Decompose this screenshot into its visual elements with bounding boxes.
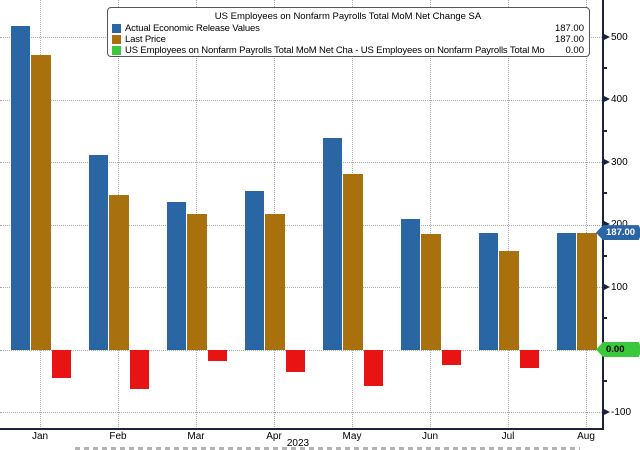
x-tick-label-mar: Mar — [187, 431, 205, 442]
y-tick-label-500: 500 — [611, 31, 628, 43]
last-price-axis-tag: 187.00 — [596, 225, 640, 241]
chart-title: US Employees on Nonfarm Payrolls Total M… — [214, 11, 482, 22]
x-axis-year-label: 2023 — [286, 438, 310, 449]
bar-last-price-aug — [577, 232, 597, 350]
zero-line-axis-tag-label: 0.00 — [606, 344, 625, 355]
bar-revision-diff-mar — [208, 349, 227, 362]
y-tick-label-300: 300 — [611, 156, 628, 168]
legend-swatch-last-price-icon — [112, 35, 121, 44]
legend-row-last-price: Last Price 187.00 — [112, 34, 584, 45]
gridline-y-300 — [0, 162, 602, 163]
x-axis-line — [0, 428, 602, 430]
gridline-y-200 — [0, 224, 602, 226]
last-price-axis-tag-label: 187.00 — [606, 227, 636, 239]
legend-label-last-price: Last Price — [125, 34, 166, 45]
bar-actual-mar — [167, 202, 186, 350]
bar-actual-jun — [401, 218, 420, 350]
x-tick-label-feb: Feb — [109, 431, 127, 442]
x-tick-label-jun: Jun — [421, 431, 439, 442]
legend-label-actual: Actual Economic Release Values — [125, 23, 260, 34]
bar-last-price-jul — [499, 251, 519, 350]
bar-last-price-jun — [421, 233, 441, 350]
x-tick-label-jan: Jan — [31, 431, 49, 442]
y-tick-major-300 — [604, 158, 610, 165]
x-tick-label-aug: Aug — [577, 431, 595, 442]
bar-actual-feb — [89, 155, 108, 350]
bar-revision-diff-jan — [52, 349, 71, 378]
legend-label-revision-diff: US Employees on Nonfarm Payrolls Total M… — [125, 45, 545, 56]
bar-revision-diff-jul — [520, 349, 539, 369]
bar-actual-may — [323, 137, 342, 350]
bar-last-price-may — [343, 173, 363, 350]
y-tick-minor-450 — [602, 67, 607, 70]
y-tick-label-200: 200 — [611, 219, 628, 230]
bar-last-price-mar — [187, 213, 207, 350]
legend-value-revision-diff: 0.00 — [565, 45, 585, 56]
x-tick-label-may: May — [342, 431, 362, 442]
x-tick-label-apr: Apr — [266, 431, 282, 442]
y-axis-line — [602, 0, 604, 430]
legend-value-last-price: 187.00 — [554, 34, 584, 45]
y-tick-minor-350 — [602, 129, 607, 132]
bar-actual-jul — [479, 232, 498, 350]
bar-last-price-apr — [265, 213, 285, 350]
bar-actual-apr — [245, 191, 264, 350]
gridline-y-400 — [0, 99, 602, 101]
y-tick-minor-150 — [602, 254, 607, 257]
gridline-y-100 — [0, 287, 602, 288]
y-tick-label--100: -100 — [611, 406, 632, 418]
bar-actual-aug — [557, 232, 576, 350]
legend: US Employees on Nonfarm Payrolls Total M… — [107, 7, 590, 57]
bar-revision-diff-apr — [286, 349, 305, 372]
bar-revision-diff-jun — [442, 349, 461, 365]
legend-row-revision-diff: US Employees on Nonfarm Payrolls Total M… — [112, 45, 584, 56]
y-tick-major-100 — [604, 283, 610, 290]
legend-swatch-actual-icon — [112, 24, 121, 33]
bar-last-price-feb — [109, 194, 129, 350]
gridline-x-aug — [586, 0, 587, 429]
legend-row-actual: Actual Economic Release Values 187.00 — [112, 23, 584, 34]
y-tick-major-500 — [604, 33, 610, 40]
y-tick-major-400 — [604, 96, 610, 102]
y-tick-label-100: 100 — [611, 281, 628, 293]
gridline-x-jun — [430, 0, 431, 429]
y-tick-minor-50 — [602, 317, 607, 320]
bar-last-price-jan — [31, 54, 51, 350]
y-tick-major--100 — [604, 408, 610, 415]
y-tick-label-400: 400 — [611, 94, 628, 105]
y-tick-major-200 — [604, 221, 610, 227]
clipped-footer-text — [75, 447, 580, 450]
bar-revision-diff-feb — [130, 349, 149, 389]
y-tick-minor-250 — [602, 192, 607, 195]
gridline-y--100 — [0, 412, 602, 413]
zero-line-axis-tag: 0.00 — [596, 342, 640, 357]
bar-actual-jan — [11, 26, 30, 350]
legend-value-actual: 187.00 — [554, 23, 584, 34]
legend-swatch-revision-diff-icon — [112, 46, 121, 55]
y-tick-minor--50 — [602, 379, 607, 382]
gridline-x-jul — [508, 0, 509, 429]
bar-revision-diff-may — [364, 349, 383, 386]
x-tick-label-jul: Jul — [501, 431, 515, 442]
